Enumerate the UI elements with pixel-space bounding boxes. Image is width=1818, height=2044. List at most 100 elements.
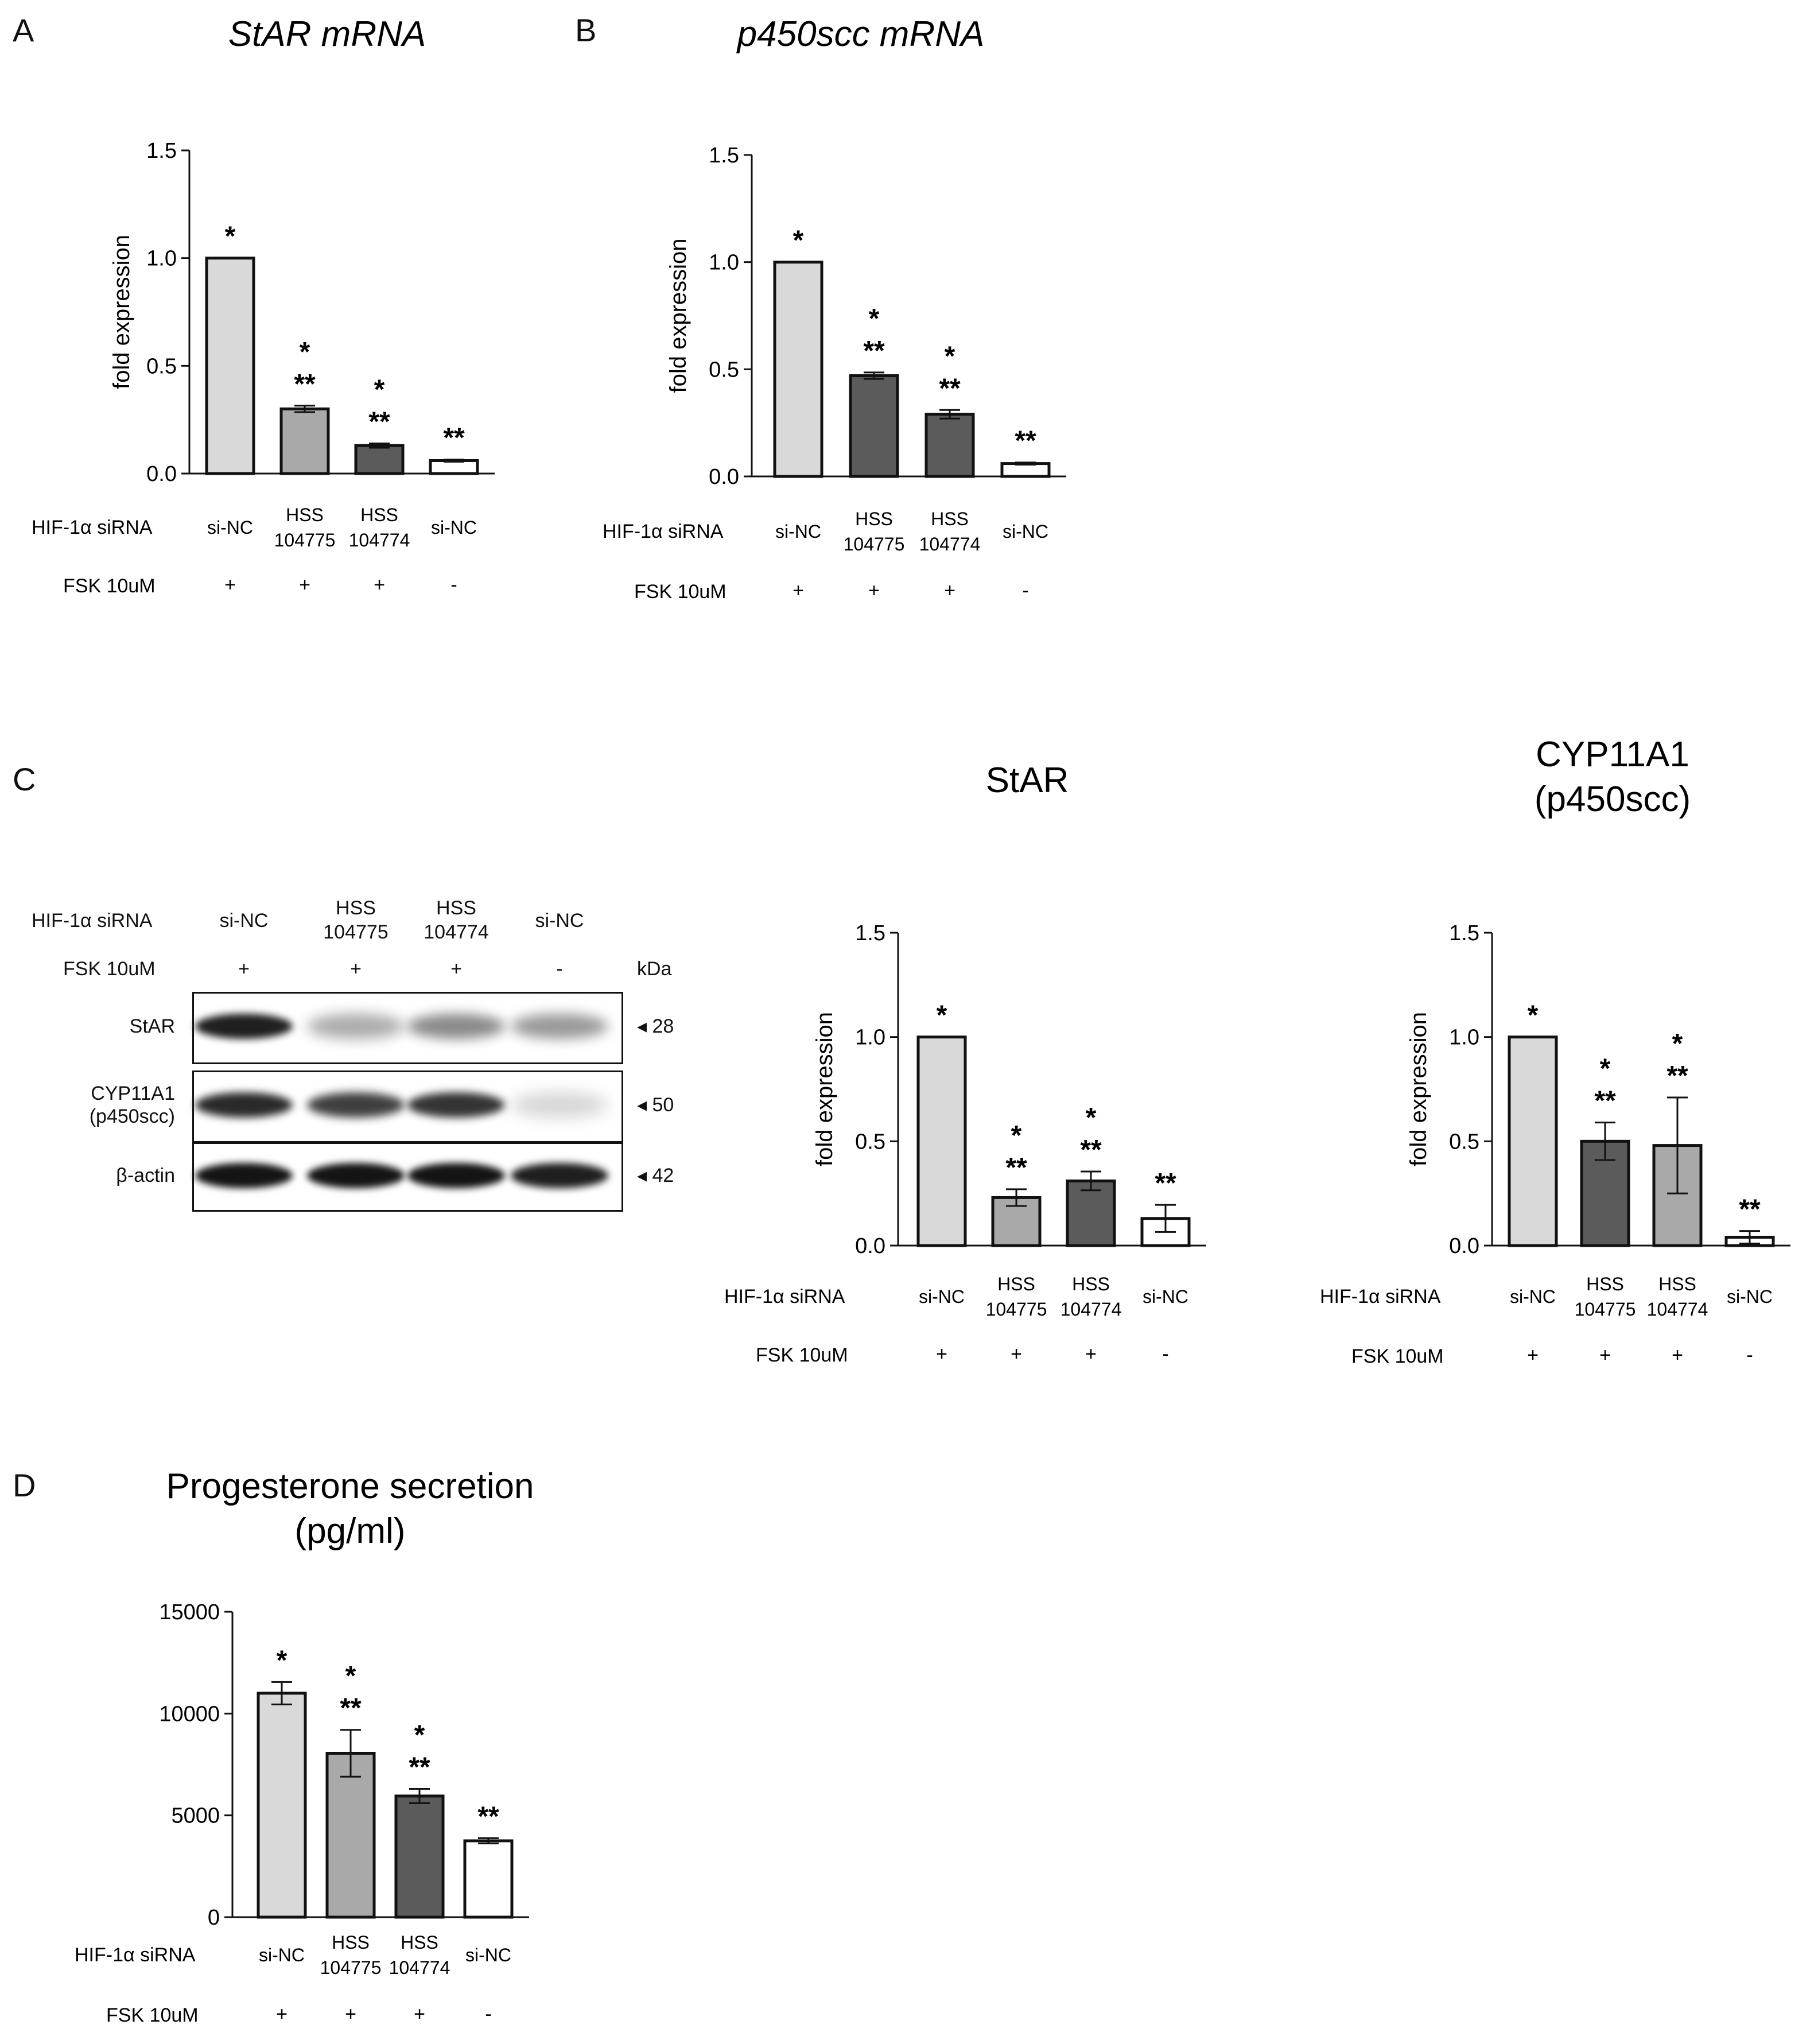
- chart-c-cyp11a1-significance-mark: **: [1739, 1194, 1761, 1225]
- blot-lane-label: 104775: [323, 921, 389, 943]
- chart-c-star-significance-mark: **: [1080, 1135, 1102, 1165]
- chart-b-category-label: 104775: [844, 534, 905, 554]
- chart-c-star-fsk-sign: -: [1162, 1343, 1168, 1365]
- chart-c-star-category-label: si-NC: [1143, 1286, 1188, 1307]
- chart-a-ytick-label: 1.5: [146, 139, 177, 163]
- chart-b-category-label: si-NC: [775, 521, 821, 542]
- chart-c-cyp11a1-ytick-label: 1.5: [1449, 921, 1479, 945]
- chart-c-star-significance-mark: *: [1011, 1120, 1022, 1151]
- chart-a-significance-mark: *: [300, 337, 310, 367]
- chart-c-star-fsk-sign: +: [1085, 1343, 1097, 1365]
- blot-row-label: CYP11A1: [91, 1083, 175, 1104]
- chart-c-star-ytick-label: 1.0: [855, 1026, 885, 1050]
- chart-c-cyp11a1-category-label: si-NC: [1510, 1286, 1556, 1307]
- blot-sirna-label: HIF-1α siRNA: [32, 910, 153, 932]
- blot-kda-label: kDa: [637, 958, 672, 980]
- chart-c-cyp11a1-bar: [1508, 1035, 1558, 1247]
- chart-a-fsk-sign: -: [450, 574, 457, 596]
- blot-kda-marker: ◂ 50: [637, 1094, 674, 1116]
- chart-b-fsk-sign: +: [944, 580, 955, 602]
- chart-c-star-category-label: HSS: [1072, 1274, 1110, 1294]
- chart-a-significance-mark: **: [294, 369, 316, 400]
- chart-a-ytick-label: 0.5: [146, 354, 177, 378]
- blot-lane-label: si-NC: [219, 910, 269, 932]
- chart-c-star-category-label: 104775: [986, 1299, 1047, 1320]
- chart-d-ytick-label: 5000: [171, 1804, 220, 1828]
- chart-d-ytick-label: 10000: [159, 1702, 220, 1726]
- blot-row-label: StAR: [129, 1015, 175, 1037]
- blot-band: [195, 1162, 293, 1188]
- chart-c-star-ytick-label: 0.5: [855, 1130, 885, 1154]
- chart-c-cyp11a1-category-label: HSS: [1586, 1274, 1624, 1294]
- blot-row-label: β-actin: [116, 1164, 175, 1186]
- chart-a-bar: [429, 459, 479, 475]
- blot-fsk-sign: +: [350, 958, 362, 980]
- chart-d-significance-mark: **: [409, 1752, 430, 1783]
- chart-b-significance-mark: **: [1015, 426, 1036, 456]
- chart-b-category-label: si-NC: [1003, 521, 1048, 542]
- chart-a-significance-mark: *: [225, 222, 236, 252]
- chart-d-category-label: si-NC: [465, 1945, 511, 1965]
- chart-c-cyp11a1-significance-mark: **: [1666, 1061, 1688, 1091]
- chart-c-cyp11a1-significance-mark: **: [1594, 1086, 1616, 1116]
- chart-c-cyp11a1-ytick-label: 0.0: [1449, 1234, 1479, 1258]
- chart-c-star-bar: [1066, 1179, 1116, 1247]
- chart-b-bar: [773, 261, 823, 478]
- chart-c-cyp11a1-significance-mark: *: [1528, 1000, 1539, 1031]
- chart-c-cyp11a1-title: CYP11A1: [1536, 735, 1689, 774]
- chart-a-fsk-sign: +: [374, 574, 385, 596]
- blot-lane-label: HSS: [336, 897, 376, 919]
- chart-a-significance-mark: *: [374, 374, 385, 405]
- blot-band: [511, 1014, 608, 1039]
- chart-c-star-bar: [916, 1035, 967, 1247]
- chart-d-fsk-sign: +: [345, 2003, 356, 2025]
- chart-d-ytick-label: 0: [208, 1906, 220, 1930]
- blot-band: [307, 1162, 405, 1188]
- chart-a-category-label: HSS: [286, 505, 324, 525]
- blot-fsk-sign: +: [450, 958, 462, 980]
- chart-c-cyp11a1-fsk-sign: -: [1746, 1344, 1753, 1366]
- chart-c-star-ylabel: fold expression: [812, 1012, 837, 1166]
- panel-letter-d: D: [13, 1467, 36, 1503]
- chart-d-fsk-row-label: FSK 10uM: [106, 2004, 199, 2026]
- chart-d-significance-mark: **: [340, 1693, 362, 1724]
- chart-c-cyp11a1-ylabel: fold expression: [1406, 1012, 1431, 1166]
- chart-a-fsk-sign: +: [224, 574, 236, 596]
- blot-band: [407, 1014, 505, 1039]
- chart-a-bar: [354, 444, 405, 475]
- chart-b-category-label: HSS: [931, 509, 969, 529]
- chart-a-category-label: 104774: [349, 530, 410, 550]
- chart-d-significance-mark: *: [277, 1645, 288, 1675]
- chart-b-significance-mark: *: [793, 226, 804, 256]
- blot-band: [307, 1014, 405, 1039]
- chart-c-cyp11a1-fsk-sign: +: [1599, 1344, 1611, 1366]
- chart-b-fsk-sign: +: [793, 580, 804, 602]
- chart-d-significance-mark: *: [414, 1720, 425, 1751]
- chart-d-category-label: HSS: [401, 1932, 438, 1953]
- chart-a-category-label: si-NC: [431, 517, 477, 538]
- chart-b-sirna-row-label: HIF-1α siRNA: [603, 521, 724, 542]
- chart-b-bar: [924, 413, 975, 478]
- chart-d-bar: [463, 1839, 514, 1919]
- chart-b-ytick-label: 1.5: [709, 143, 739, 168]
- chart-c-star-ytick-label: 0.0: [855, 1234, 885, 1258]
- blot-band: [511, 1092, 608, 1118]
- chart-c-cyp11a1-category-label: HSS: [1658, 1274, 1696, 1294]
- blot-fsk-sign: -: [556, 958, 563, 980]
- chart-b-fsk-sign: +: [868, 580, 880, 602]
- chart-c-star-significance-mark: **: [1005, 1153, 1027, 1183]
- chart-b-bar: [849, 374, 899, 478]
- chart-c-star-significance-mark: **: [1155, 1168, 1176, 1199]
- chart-a-ylabel: fold expression: [109, 235, 134, 389]
- chart-d-category-label: 104775: [320, 1957, 382, 1978]
- chart-d-bar: [394, 1794, 445, 1919]
- chart-a-sirna-row-label: HIF-1α siRNA: [32, 517, 153, 538]
- chart-c-star-fsk-sign: +: [936, 1343, 947, 1365]
- blot-fsk-sign: +: [238, 958, 250, 980]
- blot-lane-label: 104774: [424, 921, 489, 943]
- chart-d-category-label: si-NC: [259, 1945, 305, 1965]
- chart-a-category-label: si-NC: [207, 517, 253, 538]
- chart-a-fsk-row-label: FSK 10uM: [63, 575, 156, 597]
- chart-d-significance-mark: **: [477, 1801, 499, 1832]
